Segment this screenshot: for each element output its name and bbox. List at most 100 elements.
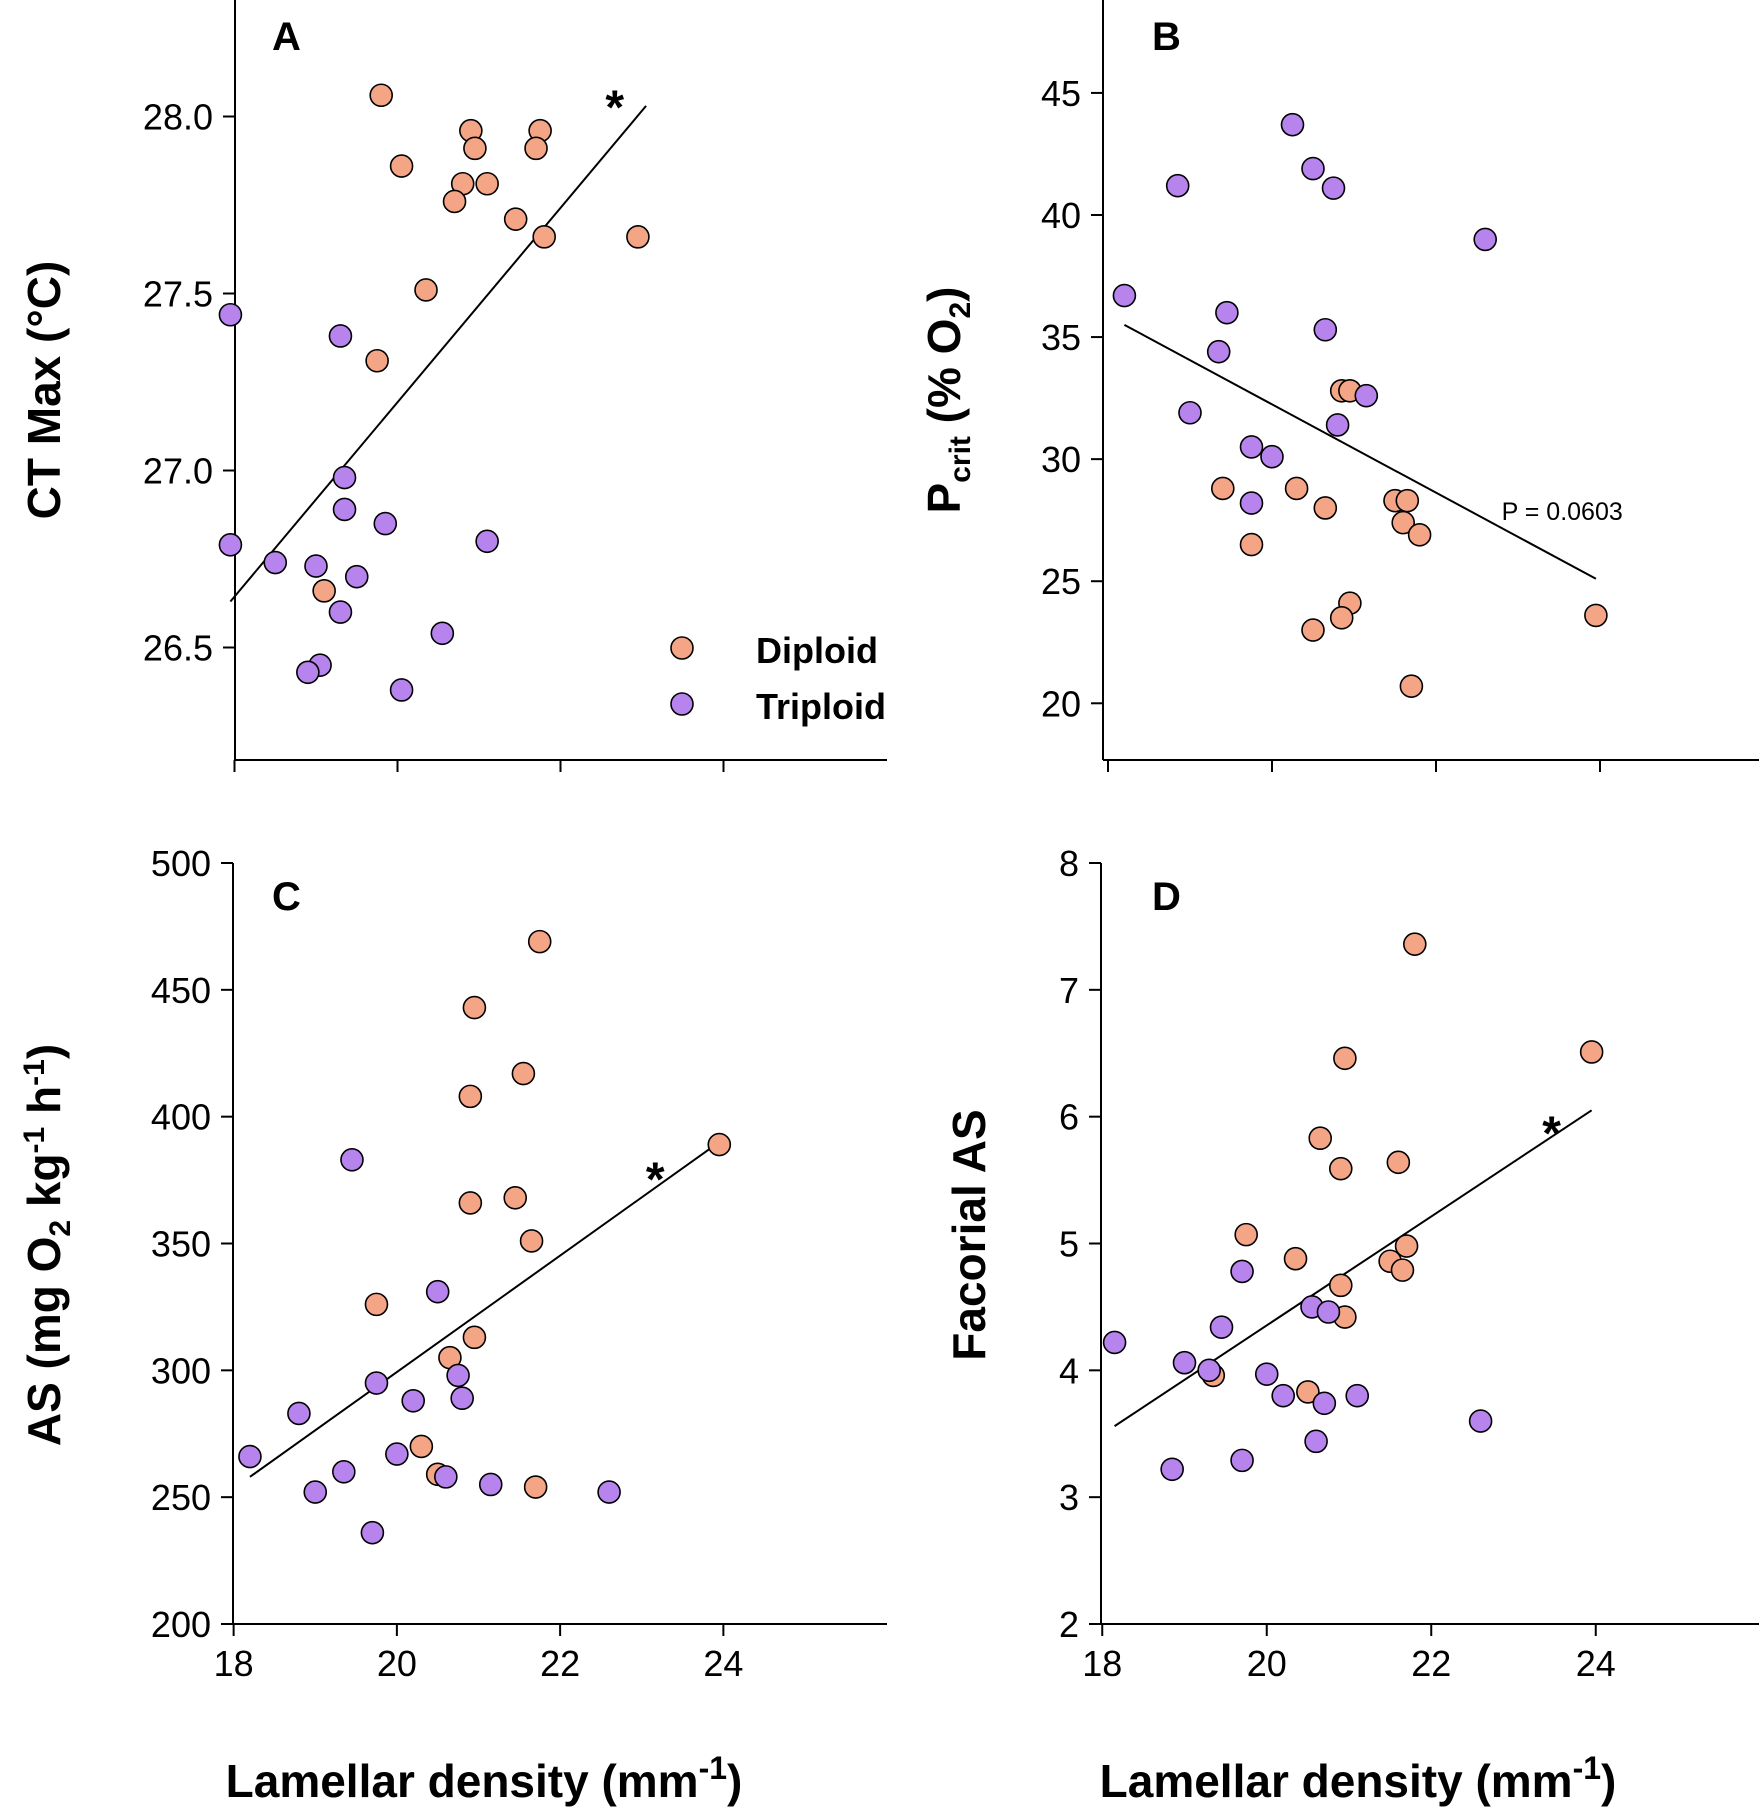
panel-c-triploid-point: [340, 1147, 364, 1172]
panel-b-diploid-point: [1284, 476, 1309, 501]
panel-d-marks: 18 20 22 24 2 3 4 5 6 7 8: [1059, 843, 1759, 1684]
panel-b-ylabel: Pcrit (% O2): [918, 287, 977, 514]
x-axis-title-left: Lamellar density (mm-1): [226, 1750, 743, 1807]
panel-d-x-tick-label: 24: [1576, 1643, 1616, 1684]
panel-c: 18 20 22 24 200 250 300 350 400 450 500 C * AS (mg…: [18, 843, 887, 1684]
panel-a-diploid-point: [463, 136, 487, 161]
panel-a-diploid-point: [524, 136, 548, 161]
x-axis-title-left-close: ): [727, 1755, 742, 1807]
panel-d-triploid-point: [1345, 1383, 1370, 1408]
panel-a-triploid-point: [373, 511, 398, 536]
x-axis-title-left-sup: -1: [699, 1750, 727, 1786]
panel-b-y-tick-label: 40: [1041, 195, 1081, 236]
panel-a-diploid-point: [365, 348, 389, 373]
panel-c-triploid-point: [597, 1480, 621, 1504]
panel-b-ylabel-sub2: 2: [944, 302, 977, 319]
panel-a-diploid-point: [414, 278, 438, 302]
panel-d: 18 20 22 24 2 3 4 5 6 7 8 D * Facorial AS: [943, 843, 1759, 1684]
panel-c-triploid-point: [446, 1363, 470, 1388]
panel-c-label: C: [272, 875, 301, 919]
panel-d-ylabel: Facorial AS: [943, 1109, 995, 1360]
panel-b-y-tick-label: 30: [1041, 439, 1081, 480]
panel-a-y-tick-label: 27.0: [143, 451, 213, 492]
panel-b-diploid-point: [1584, 603, 1608, 628]
panel-c-marks: 18 20 22 24 200 250 300 350 400 450 500: [151, 843, 887, 1684]
panel-b-diploid-point: [1301, 618, 1325, 642]
panel-d-diploid-point: [1283, 1246, 1308, 1271]
panel-a: 26.5 27.0 27.5 28.0 A * CT Max (°C) Diploid…: [18, 0, 887, 772]
panel-d-triploid-point: [1254, 1362, 1279, 1386]
panel-b-diploid-point: [1211, 476, 1235, 501]
panel-d-label: D: [1152, 875, 1181, 919]
panel-c-diploid-point: [519, 1229, 544, 1253]
panel-c-diploid-point: [523, 1475, 548, 1499]
legend-swatch-diploid: [670, 636, 694, 660]
panel-b-diploid-point: [1239, 532, 1264, 557]
panel-d-regression-line: [1114, 1109, 1593, 1427]
panel-d-x-tick-label: 22: [1411, 1643, 1451, 1684]
panel-b-triploid-point: [1280, 112, 1305, 137]
panel-a-triploid-point: [218, 302, 243, 327]
panel-c-y-tick-label: 450: [151, 970, 211, 1011]
panel-b-regression-line: [1123, 323, 1597, 580]
panel-b-diploid-point: [1399, 674, 1424, 698]
panel-d-y-tick-label: 8: [1059, 843, 1079, 884]
panel-d-significance: *: [1542, 1108, 1561, 1161]
panel-c-diploid-point: [503, 1186, 528, 1210]
panel-c-triploid-point: [360, 1520, 385, 1545]
panel-b-triploid-point: [1473, 227, 1497, 252]
panel-a-y-tick-label: 27.5: [143, 274, 213, 315]
panel-c-triploid-point: [238, 1444, 262, 1469]
panel-a-triploid-point: [296, 660, 320, 685]
panel-b-label: B: [1152, 15, 1181, 59]
panel-b-triploid-point: [1321, 176, 1346, 200]
panel-d-triploid-point: [1230, 1448, 1254, 1473]
panel-d-triploid-point: [1197, 1358, 1221, 1383]
panel-c-triploid-point: [401, 1388, 426, 1413]
panel-d-diploid-point: [1390, 1258, 1415, 1282]
panel-a-triploid-point: [218, 533, 243, 557]
panel-b-triploid-point: [1313, 317, 1338, 342]
panel-c-ylabel-sub: 2: [44, 1220, 77, 1237]
panel-b-diploid-point: [1329, 606, 1354, 630]
panel-c-x-tick-label: 22: [540, 1643, 580, 1684]
panel-d-x-tick-label: 18: [1082, 1643, 1122, 1684]
panel-b-marks: 20 25 30 35 40 45: [1041, 0, 1759, 772]
panel-a-triploid-point: [304, 554, 328, 578]
panel-a-triploid-point: [430, 621, 455, 646]
panel-c-y-tick-label: 200: [151, 1604, 211, 1645]
panel-b-triploid-point: [1215, 300, 1239, 325]
panel-d-triploid-point: [1316, 1300, 1341, 1324]
panel-b-triploid-point: [1239, 491, 1264, 515]
panel-b-ylabel-sub: crit: [944, 436, 977, 483]
panel-b-y-tick-label: 20: [1041, 683, 1081, 724]
panel-c-diploid-point: [458, 1084, 483, 1109]
panel-b-diploid-point: [1395, 488, 1420, 513]
panel-a-ylabel: CT Max (°C): [18, 261, 70, 520]
panel-c-x-tick-label: 20: [377, 1643, 417, 1684]
legend: Diploid Triploid: [670, 630, 886, 727]
panel-b-diploid-point: [1313, 496, 1338, 520]
panel-d-diploid-point: [1394, 1234, 1419, 1258]
panel-b-ylabel-main: P: [918, 483, 970, 514]
panel-c-triploid-point: [450, 1386, 474, 1411]
panel-a-diploid-point: [503, 207, 528, 231]
panel-d-diploid-point: [1296, 1380, 1320, 1404]
panel-c-triploid-point: [303, 1480, 328, 1504]
panel-c-ylabel-end: ): [18, 1044, 70, 1059]
panel-c-significance: *: [646, 1153, 665, 1206]
panel-d-x-tick-label: 20: [1247, 1643, 1287, 1684]
panel-c-regression-line: [249, 1141, 720, 1478]
panel-c-x-tick-label: 24: [703, 1643, 743, 1684]
panel-d-y-tick-label: 5: [1059, 1224, 1079, 1265]
x-axis-title-left-main: Lamellar density (mm: [226, 1755, 699, 1807]
panel-a-triploid-point: [332, 465, 357, 490]
panel-d-triploid-point: [1102, 1330, 1127, 1355]
panel-d-y-tick-label: 6: [1059, 1097, 1079, 1138]
panel-c-y-tick-label: 300: [151, 1350, 211, 1391]
panel-a-diploid-point: [626, 225, 650, 249]
panel-a-diploid-point: [312, 579, 336, 603]
panel-c-ylabel-main: AS (mg O: [18, 1237, 70, 1447]
panel-b-diploid-point: [1407, 523, 1432, 547]
